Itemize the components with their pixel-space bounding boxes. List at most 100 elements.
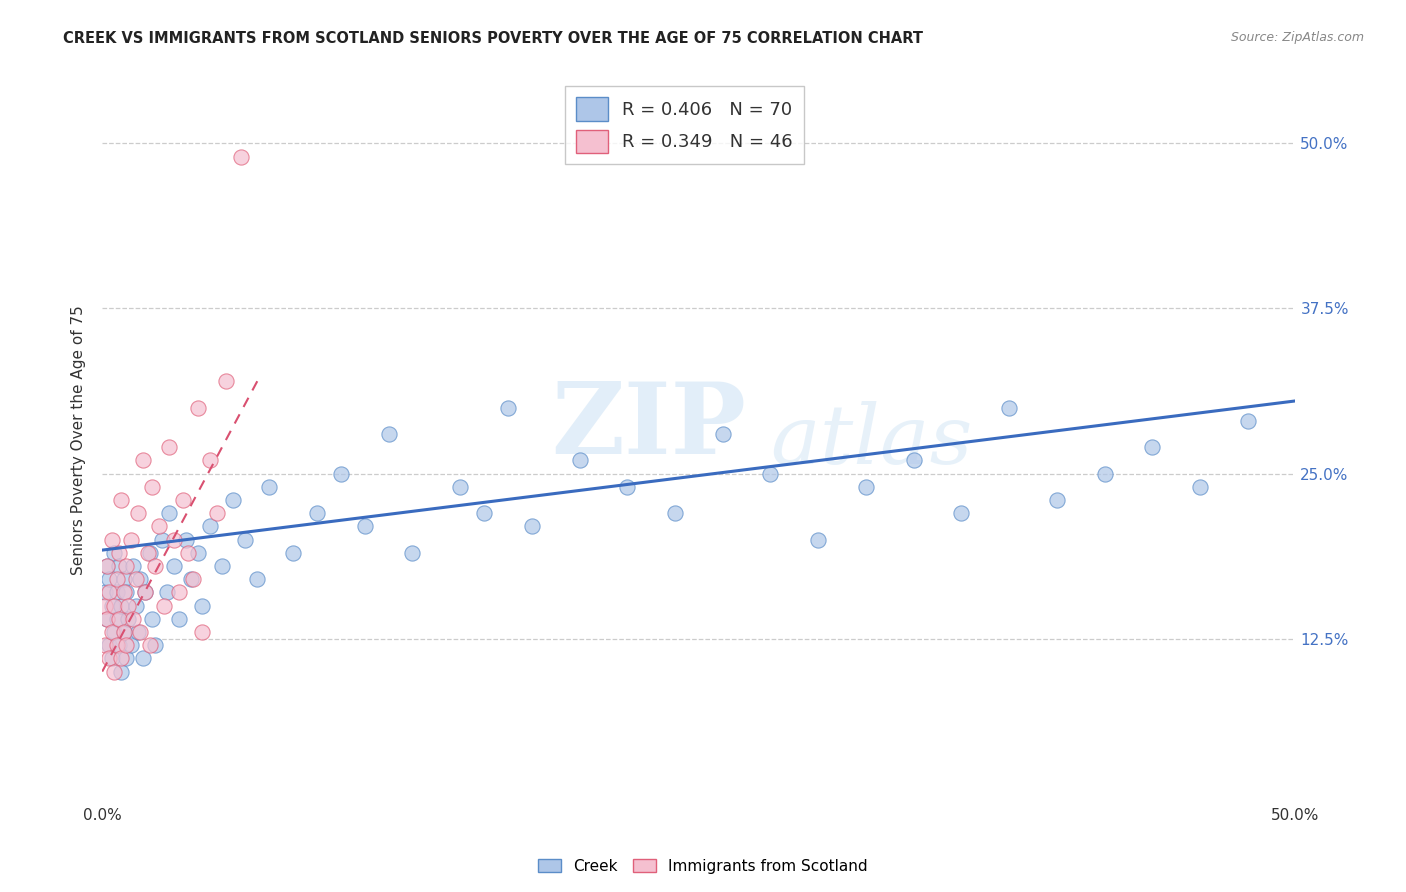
Point — [129, 624, 152, 639]
Point — [215, 374, 238, 388]
Text: ZIP: ZIP — [551, 377, 747, 475]
Point — [112, 572, 135, 586]
Point — [103, 546, 125, 560]
Point — [134, 585, 156, 599]
Point — [110, 651, 132, 665]
Point — [855, 480, 877, 494]
Point — [1094, 467, 1116, 481]
Point — [401, 546, 423, 560]
Point — [100, 624, 122, 639]
Point — [108, 612, 131, 626]
Point — [108, 638, 131, 652]
Point — [156, 585, 179, 599]
Point — [177, 546, 200, 560]
Point — [96, 558, 118, 573]
Point — [1046, 492, 1069, 507]
Point — [103, 624, 125, 639]
Point — [205, 506, 228, 520]
Point — [105, 585, 128, 599]
Point — [122, 612, 145, 626]
Point — [179, 572, 201, 586]
Point — [103, 599, 125, 613]
Point — [120, 533, 142, 547]
Point — [93, 638, 115, 652]
Point — [115, 638, 138, 652]
Point — [759, 467, 782, 481]
Point — [172, 492, 194, 507]
Point — [96, 612, 118, 626]
Point — [807, 533, 830, 547]
Point — [100, 533, 122, 547]
Point — [139, 638, 162, 652]
Point — [1236, 414, 1258, 428]
Point — [136, 546, 159, 560]
Point — [100, 651, 122, 665]
Point — [98, 651, 121, 665]
Point — [117, 612, 139, 626]
Point — [110, 665, 132, 679]
Y-axis label: Seniors Poverty Over the Age of 75: Seniors Poverty Over the Age of 75 — [72, 306, 86, 575]
Point — [132, 453, 155, 467]
Point — [112, 585, 135, 599]
Point — [281, 546, 304, 560]
Point — [148, 519, 170, 533]
Point — [129, 572, 152, 586]
Point — [134, 585, 156, 599]
Point — [105, 612, 128, 626]
Point — [110, 599, 132, 613]
Point — [96, 612, 118, 626]
Point — [100, 599, 122, 613]
Text: atlas: atlas — [770, 401, 973, 481]
Point — [143, 638, 166, 652]
Point — [903, 453, 925, 467]
Point — [103, 665, 125, 679]
Point — [449, 480, 471, 494]
Point — [174, 533, 197, 547]
Point — [235, 533, 257, 547]
Point — [105, 638, 128, 652]
Point — [139, 546, 162, 560]
Point — [222, 492, 245, 507]
Text: Source: ZipAtlas.com: Source: ZipAtlas.com — [1230, 31, 1364, 45]
Point — [664, 506, 686, 520]
Point — [141, 480, 163, 494]
Point — [167, 585, 190, 599]
Point — [112, 624, 135, 639]
Point — [616, 480, 638, 494]
Point — [211, 558, 233, 573]
Legend: R = 0.406   N = 70, R = 0.349   N = 46: R = 0.406 N = 70, R = 0.349 N = 46 — [565, 87, 804, 163]
Point — [167, 612, 190, 626]
Point — [96, 558, 118, 573]
Point — [153, 599, 176, 613]
Point — [472, 506, 495, 520]
Point — [98, 585, 121, 599]
Point — [115, 585, 138, 599]
Point — [127, 506, 149, 520]
Point — [950, 506, 973, 520]
Point — [108, 558, 131, 573]
Point — [353, 519, 375, 533]
Point — [117, 599, 139, 613]
Point — [98, 638, 121, 652]
Point — [198, 519, 221, 533]
Point — [305, 506, 328, 520]
Point — [1142, 440, 1164, 454]
Point — [143, 558, 166, 573]
Point — [127, 624, 149, 639]
Point — [157, 506, 180, 520]
Point — [246, 572, 269, 586]
Point — [120, 638, 142, 652]
Point — [259, 480, 281, 494]
Point — [568, 453, 591, 467]
Point — [141, 612, 163, 626]
Point — [124, 599, 146, 613]
Point — [520, 519, 543, 533]
Point — [187, 546, 209, 560]
Point — [110, 492, 132, 507]
Point — [711, 426, 734, 441]
Point — [329, 467, 352, 481]
Point — [108, 546, 131, 560]
Point — [998, 401, 1021, 415]
Point — [229, 150, 252, 164]
Point — [496, 401, 519, 415]
